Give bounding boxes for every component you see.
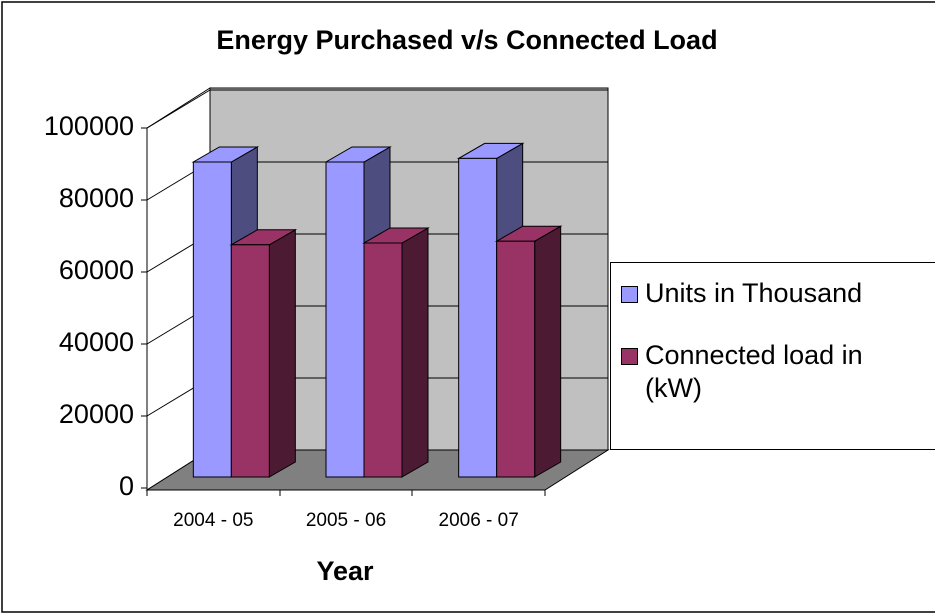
bar	[325, 161, 365, 478]
legend-label: Connected load in (kW)	[645, 340, 863, 403]
y-tick-label: 0	[119, 471, 134, 501]
bar	[496, 240, 536, 478]
bar-side	[401, 227, 429, 478]
legend: Units in Thousand Connected load in (kW)	[610, 262, 935, 450]
x-tick-label: 2005 - 06	[306, 510, 386, 531]
y-tick-label: 40000	[59, 327, 134, 357]
bar-side	[268, 228, 296, 478]
legend-entry: Units in Thousand	[621, 277, 915, 310]
x-tick-label: 2006 - 07	[439, 510, 519, 531]
bar	[458, 157, 498, 478]
y-tick-label: 20000	[59, 399, 134, 429]
grid-line	[146, 89, 211, 129]
chart-title: Energy Purchased v/s Connected Load	[216, 25, 717, 55]
x-tick-label: 2004 - 05	[173, 510, 253, 531]
bars	[191, 142, 563, 478]
bar	[192, 161, 232, 478]
y-tick-label: 60000	[59, 255, 134, 285]
legend-entry: Connected load in (kW)	[621, 339, 915, 405]
y-tick-label: 100000	[44, 111, 134, 141]
bar	[230, 244, 270, 478]
bar	[363, 242, 403, 478]
legend-swatch	[621, 286, 638, 303]
y-tick-label: 80000	[59, 183, 134, 213]
legend-label: Units in Thousand	[645, 278, 863, 308]
legend-swatch	[621, 348, 638, 365]
x-axis-title: Year	[316, 556, 374, 586]
bar-side	[534, 225, 562, 478]
